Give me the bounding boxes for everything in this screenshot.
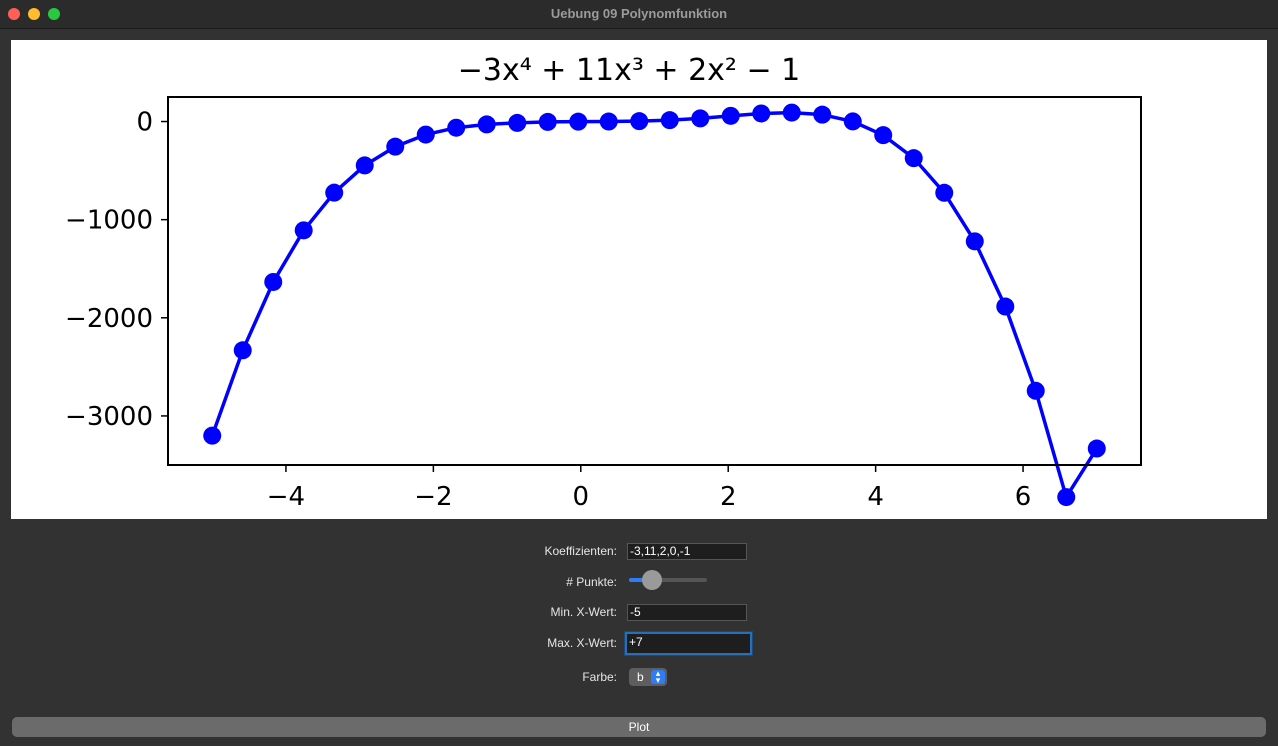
data-point bbox=[508, 113, 527, 132]
data-point bbox=[477, 115, 496, 134]
data-point bbox=[355, 156, 374, 175]
data-point bbox=[233, 341, 252, 360]
x-tick-label: 2 bbox=[720, 482, 737, 512]
data-point bbox=[752, 104, 771, 123]
window-title: Uebung 09 Polynomfunktion bbox=[550, 6, 728, 21]
data-point bbox=[386, 137, 405, 156]
xmin-input[interactable]: -5 bbox=[627, 604, 747, 621]
points-slider-fill bbox=[629, 578, 653, 582]
plot-button[interactable]: Plot bbox=[12, 717, 1266, 737]
chart-title: −3x⁴ + 11x³ + 2x² − 1 bbox=[458, 53, 801, 88]
data-point bbox=[660, 111, 679, 130]
data-point bbox=[294, 221, 313, 240]
close-window-icon[interactable] bbox=[8, 8, 20, 20]
title-bar: Uebung 09 Polynomfunktion bbox=[0, 0, 1278, 29]
x-tick-label: 0 bbox=[573, 482, 590, 512]
plot-frame bbox=[167, 96, 1142, 466]
points-slider[interactable] bbox=[629, 570, 707, 590]
xmin-label: Min. X-Wert: bbox=[550, 605, 617, 619]
data-point bbox=[325, 183, 344, 202]
data-point bbox=[843, 112, 862, 131]
data-point bbox=[203, 426, 222, 445]
points-label: # Punkte: bbox=[566, 575, 617, 589]
coefficients-input[interactable]: -3,11,2,0,-1 bbox=[627, 543, 747, 560]
color-label: Farbe: bbox=[582, 670, 617, 684]
data-point bbox=[874, 126, 893, 145]
x-tick-label: −4 bbox=[267, 482, 305, 512]
data-point bbox=[599, 112, 618, 131]
data-point bbox=[264, 272, 283, 291]
data-point bbox=[1026, 381, 1045, 400]
maximize-window-icon[interactable] bbox=[48, 8, 60, 20]
data-point bbox=[630, 112, 649, 131]
data-point bbox=[416, 125, 435, 144]
data-point bbox=[813, 105, 832, 124]
data-point bbox=[538, 112, 557, 131]
minimize-window-icon[interactable] bbox=[28, 8, 40, 20]
data-point bbox=[691, 109, 710, 128]
xmax-input[interactable]: +7 bbox=[625, 632, 752, 655]
y-tick-label: −3000 bbox=[65, 402, 153, 432]
points-slider-thumb[interactable] bbox=[642, 570, 663, 590]
chevron-up-down-icon: ▴ ▾ bbox=[651, 669, 665, 685]
data-point bbox=[1057, 488, 1076, 507]
series-line bbox=[210, 110, 1099, 499]
x-tick-label: 4 bbox=[867, 482, 884, 512]
data-point bbox=[782, 103, 801, 122]
data-point bbox=[965, 232, 984, 251]
data-point bbox=[904, 149, 923, 168]
data-point bbox=[935, 183, 954, 202]
data-point bbox=[1087, 439, 1106, 458]
coefficients-label: Koeffizienten: bbox=[544, 544, 618, 558]
x-tick-label: 6 bbox=[1015, 482, 1032, 512]
y-tick-label: −2000 bbox=[65, 304, 153, 334]
data-point bbox=[569, 112, 588, 131]
y-tick-label: −1000 bbox=[65, 206, 153, 236]
data-point bbox=[447, 118, 466, 137]
polynomial-chart: −3x⁴ + 11x³ + 2x² − 1 −4 −2 0 2 4 6 0 −1000 −200… bbox=[65, 53, 1142, 512]
data-point bbox=[996, 297, 1015, 316]
color-select[interactable]: b ▴ ▾ bbox=[629, 668, 667, 686]
color-select-value: b bbox=[637, 670, 644, 684]
xmax-label: Max. X-Wert: bbox=[547, 636, 617, 650]
plot-canvas: −3x⁴ + 11x³ + 2x² − 1 −4 −2 0 2 4 6 0 −1000 −200… bbox=[11, 40, 1267, 519]
y-tick-label: 0 bbox=[136, 108, 153, 138]
data-point bbox=[721, 106, 740, 125]
x-tick-label: −2 bbox=[414, 482, 452, 512]
